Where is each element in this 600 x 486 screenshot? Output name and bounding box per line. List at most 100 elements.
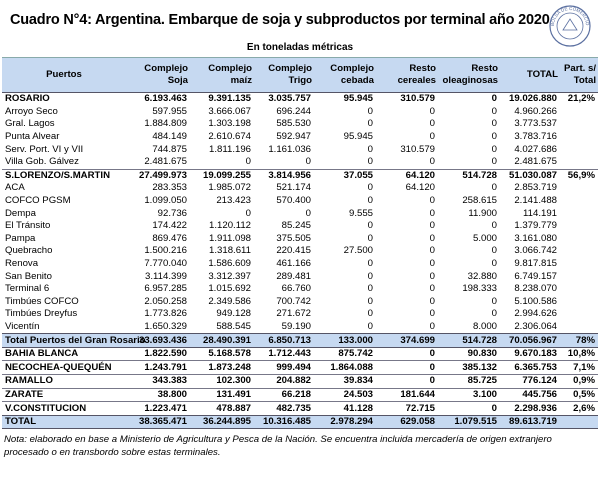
table-cell: 1.015.692 [208,283,251,295]
table-row: Punta Alvear 484.149 2.610.674 592.947 95.94… [2,131,598,144]
table-cell: 0 [376,360,438,375]
table-cell: 3.035.757 [254,91,314,106]
table-cell: 220.415 [276,245,311,257]
table: Puertos Complejo Soja Complejo maíz Complej… [2,57,598,430]
table-cell: 39.834 [314,374,376,389]
empty-cell [560,195,598,208]
table-cell: 0 [367,295,373,307]
table-cell: 0 [491,182,497,194]
table-cell: Total Puertos del Gran Rosario [2,333,146,348]
table-cell: 592.947 [276,131,311,143]
table-cell: 131.491 [190,387,254,402]
table-cell: 0 [245,207,251,219]
table-row: ZARATE 38.800 131.491 66.218 24.503 181.644 3.… [2,387,598,402]
table-cell: BAHIA BLANCA [2,346,126,361]
table-cell: 1.864.088 [314,360,376,375]
table-cell: 3.814.956 [254,168,314,183]
table-cell: 95.945 [343,131,373,143]
table-row: Quebracho 1.500.216 1.318.611 220.415 27.500… [2,245,598,258]
table-cell: 1.873.248 [190,360,254,375]
table-cell: 2.349.586 [208,295,251,307]
table-cell: 1.099.050 [144,195,187,207]
table-row: Terminal 6 6.957.285 1.015.692 66.760 0 0 198.… [2,283,598,296]
table-cell: 0 [367,118,373,130]
table-cell: 283.353 [152,182,187,194]
table-cell: 2.853.719 [514,182,557,194]
table-row: Total Puertos del Gran Rosario 33.693.436… [2,333,598,348]
table-cell: 27.500 [343,245,373,257]
table-cell: TOTAL [2,414,126,430]
table-cell: 2.994.626 [514,308,557,320]
table-cell: 0 [367,182,373,194]
table-cell: 4.027.686 [514,143,557,155]
table-cell: 0 [438,401,500,416]
table-cell: 0 [491,258,497,270]
table-cell: 1.223.471 [126,401,190,416]
table-body: ROSARIO 6.193.463 9.391.135 3.035.757 95.945… [2,91,598,430]
table-cell: 3.773.537 [514,118,557,130]
table-row: ACA 283.353 1.985.072 521.174 0 64.120 0 2.853.… [2,182,598,195]
table-cell: 0 [429,283,435,295]
table-cell: 0 [429,258,435,270]
table-cell: 0 [376,374,438,389]
table-cell: 10,8% [560,346,598,361]
header-cell: Puertos [2,57,126,93]
table-cell: 51.030.087 [500,168,560,183]
table-row: COFCO PGSM 1.099.050 213.423 570.400 0 0 258.6… [2,195,598,208]
table-cell: 0 [429,320,435,332]
table-cell: 213.423 [216,195,251,207]
table-cell: 1.500.216 [144,245,187,257]
table-cell: 1.379.779 [514,220,557,232]
table-cell: 521.174 [276,182,311,194]
table-cell: 0 [305,207,311,219]
table-cell: Punta Alvear [5,131,60,143]
table-row: Renova 7.770.040 1.586.609 461.166 0 0 0 9.817.… [2,258,598,271]
table-cell: 133.000 [314,333,376,348]
title: Cuadro N°4: Argentina. Embarque de soja … [10,12,550,28]
table-cell: ZARATE [2,387,126,402]
table-cell: 0 [367,143,373,155]
table-cell: 1.079.515 [438,414,500,430]
table-cell: 1.586.609 [208,258,251,270]
empty-cell [560,321,598,334]
table-cell: 3.161.080 [514,232,557,244]
table-cell: Serv. Port. VI y VII [5,143,84,155]
table-row: Gral. Lagos 1.884.809 1.303.198 585.530 0 0 0 3… [2,118,598,131]
table-cell: 3.066.742 [514,245,557,257]
header-cell: TOTAL [500,57,560,93]
table-cell: 0,9% [560,374,598,389]
empty-cell [560,207,598,220]
table-cell: 0 [367,195,373,207]
table-cell: 514.728 [438,333,500,348]
table-cell: 0 [491,220,497,232]
table-cell: 92.736 [157,207,187,219]
empty-cell [560,156,598,169]
empty-cell [560,182,598,195]
table-row: TOTAL 38.365.471 36.244.895 10.316.485 2.978… [2,414,598,430]
table-cell: 0 [367,232,373,244]
table-cell: 0 [367,156,373,168]
table-cell: 59.190 [281,320,311,332]
table-cell: 5.168.578 [190,346,254,361]
empty-cell [560,283,598,296]
table-cell: 21,2% [560,91,598,106]
table-row: RAMALLO 343.383 102.300 204.882 39.834 0 85.72… [2,374,598,389]
table-cell: 2,6% [560,401,598,416]
table-row: Arroyo Seco 597.955 3.666.067 696.244 0 0 0 4.9… [2,106,598,119]
table-cell: 343.383 [126,374,190,389]
table-cell: Dempa [5,207,36,219]
table-cell: 0 [305,156,311,168]
table-cell: 9.817.815 [514,258,557,270]
table-cell: 744.875 [152,143,187,155]
table-cell: 3.114.399 [145,270,187,282]
table-cell: 461.166 [276,258,311,270]
table-cell: 1.712.443 [254,346,314,361]
table-cell: 56,9% [560,168,598,183]
table-cell: 310.579 [400,143,435,155]
table-cell: 949.128 [216,308,251,320]
table-cell: 1.811.196 [209,143,251,155]
table-cell: Renova [5,258,39,270]
header-cell: Complejo cebada [314,57,376,93]
table-cell: 258.615 [462,195,497,207]
